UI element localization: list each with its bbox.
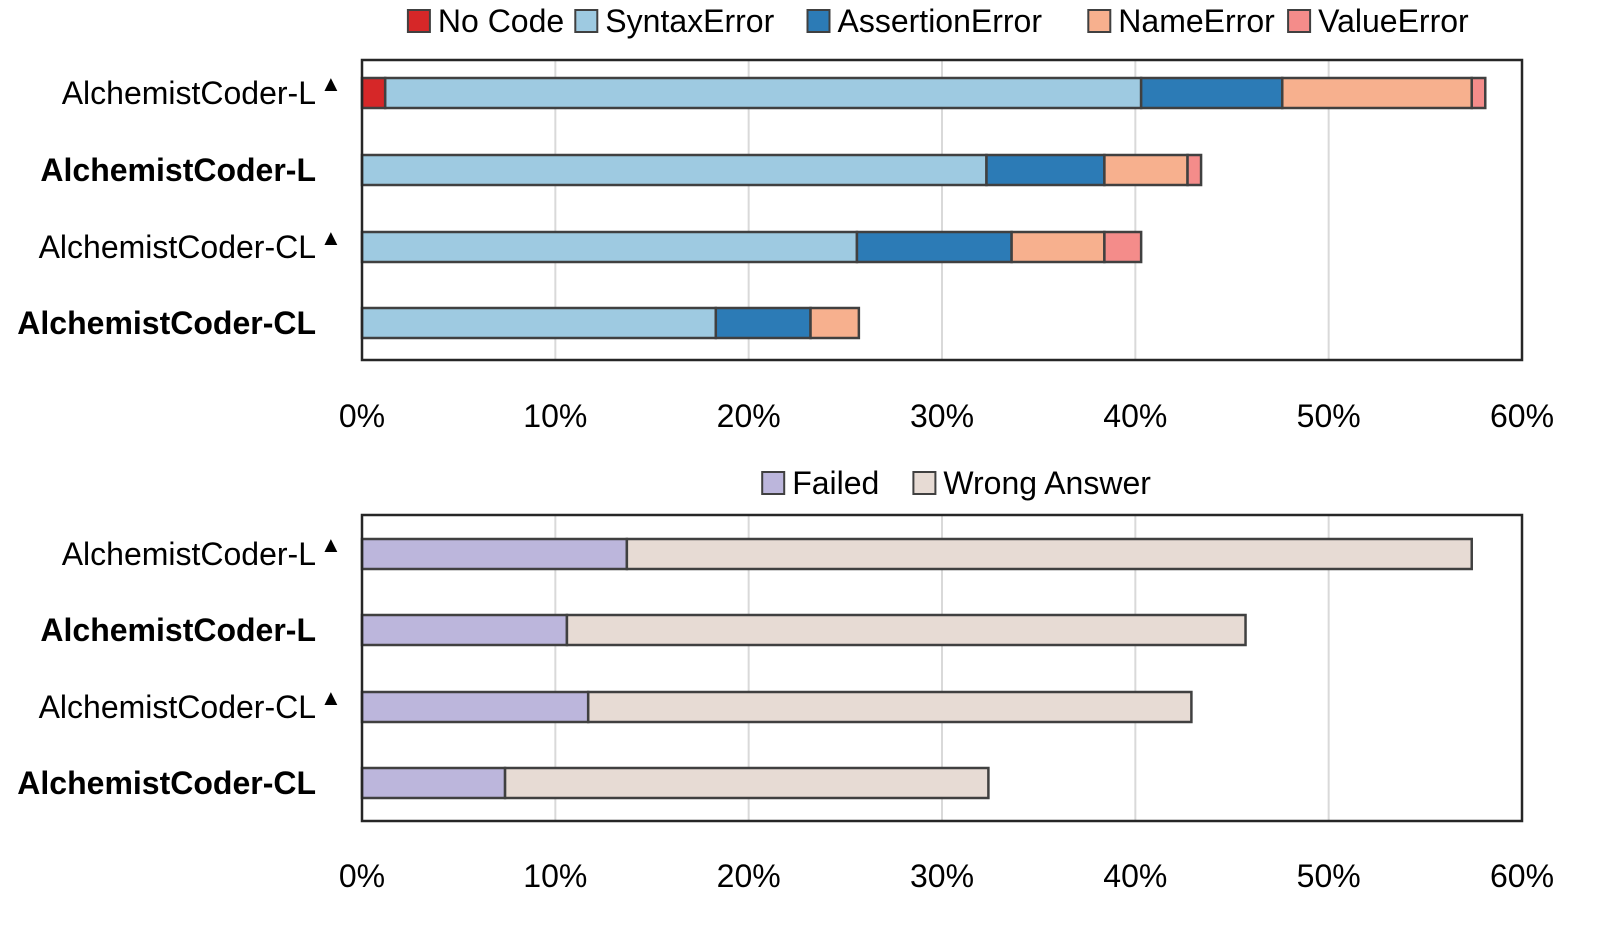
- x-tick-label: 40%: [1103, 858, 1167, 894]
- bar-segment: [1010, 230, 1106, 264]
- bar-segment: [1139, 76, 1284, 110]
- bar-segment: [360, 690, 590, 724]
- category-label: AlchemistCoder-L: [40, 612, 316, 648]
- legend-label: Wrong Answer: [943, 465, 1151, 501]
- x-tick-label: 20%: [717, 858, 781, 894]
- legend-swatch: [1287, 9, 1312, 33]
- legend-swatch: [761, 471, 786, 495]
- chart-1: AlchemistCoder-L ▲AlchemistCoder-LAlchemi…: [17, 3, 1554, 434]
- category-marker: ▲: [320, 71, 342, 96]
- category-label: AlchemistCoder-CL: [17, 765, 316, 801]
- legend-swatch: [406, 9, 431, 33]
- x-tick-label: 0%: [339, 398, 385, 434]
- x-tick-label: 10%: [523, 398, 587, 434]
- bar-segment: [1470, 76, 1487, 110]
- bar-segment: [1103, 230, 1143, 264]
- x-tick-label: 30%: [910, 398, 974, 434]
- bar-segment: [714, 306, 812, 340]
- legend-label: AssertionError: [838, 3, 1043, 39]
- bar-segment: [360, 613, 569, 647]
- category-label: AlchemistCoder-CL: [39, 229, 316, 265]
- category-label: AlchemistCoder-L: [62, 536, 316, 572]
- x-tick-label: 10%: [523, 858, 587, 894]
- plot-frame: [360, 513, 1524, 823]
- legend-swatch: [574, 9, 599, 33]
- legend-swatch: [1087, 9, 1112, 33]
- category-label: AlchemistCoder-CL: [39, 689, 316, 725]
- x-tick-label: 20%: [717, 398, 781, 434]
- bar-segment: [360, 766, 507, 800]
- category-marker: ▲: [320, 532, 342, 557]
- bar-segment: [1103, 153, 1189, 187]
- chart-2: AlchemistCoder-L ▲AlchemistCoder-LAlchemi…: [17, 465, 1554, 894]
- legend-swatch: [806, 9, 831, 33]
- bar-segment: [625, 537, 1473, 571]
- x-tick-label: 60%: [1490, 858, 1554, 894]
- bar-segment: [985, 153, 1106, 187]
- x-tick-label: 40%: [1103, 398, 1167, 434]
- legend-label: No Code: [438, 3, 564, 39]
- x-tick-label: 0%: [339, 858, 385, 894]
- legend: No Code SyntaxError AssertionError NameErro…: [406, 3, 1469, 39]
- bar-segment: [360, 230, 859, 264]
- legend-label: ValueError: [1318, 3, 1469, 39]
- bar-segment: [360, 537, 629, 571]
- category-label: AlchemistCoder-L: [62, 75, 316, 111]
- plot-frame: [360, 58, 1524, 362]
- legend-label: Failed: [792, 465, 879, 501]
- bar-segment: [855, 230, 1013, 264]
- legend: Failed Wrong Answer: [761, 465, 1151, 501]
- bar-segment: [503, 766, 990, 800]
- bar-segment: [565, 613, 1247, 647]
- legend-swatch: [912, 471, 937, 495]
- bar-segment: [586, 690, 1193, 724]
- bar-segment: [360, 76, 387, 110]
- bar-segment: [360, 306, 718, 340]
- category-label: AlchemistCoder-L: [40, 152, 316, 188]
- category-marker: ▲: [320, 685, 342, 710]
- category-marker: ▲: [320, 225, 342, 250]
- x-tick-label: 30%: [910, 858, 974, 894]
- legend-label: SyntaxError: [605, 3, 774, 39]
- x-tick-label: 50%: [1297, 858, 1361, 894]
- bar-segment: [1281, 76, 1473, 110]
- bar-segment: [383, 76, 1143, 110]
- bar-segment: [1186, 153, 1203, 187]
- bar-segment: [360, 153, 988, 187]
- category-label: AlchemistCoder-CL: [17, 305, 316, 341]
- bar-segment: [809, 306, 861, 340]
- x-tick-label: 60%: [1490, 398, 1554, 434]
- x-tick-label: 50%: [1297, 398, 1361, 434]
- legend-label: NameError: [1118, 3, 1275, 39]
